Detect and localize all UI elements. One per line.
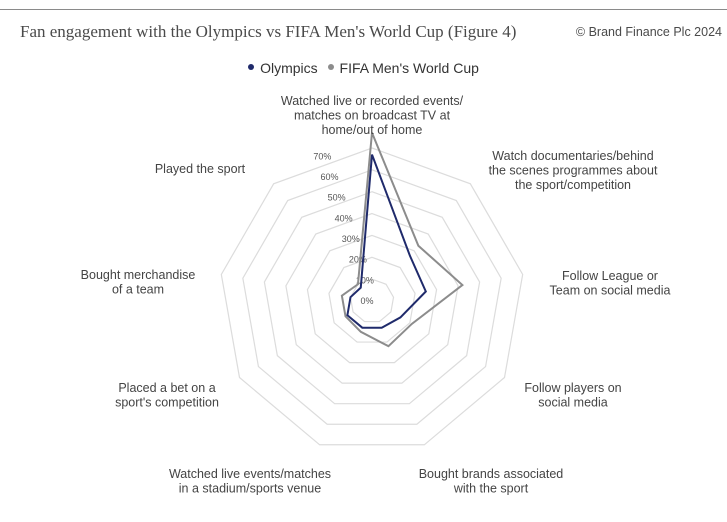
tick-label-2: 20% — [349, 255, 367, 265]
tick-label-1: 10% — [356, 275, 374, 285]
legend-item-fifa: FIFA Men's World Cup — [327, 60, 479, 76]
tick-label-5: 50% — [328, 193, 346, 203]
axis-label-1-line-0: Watch documentaries/behind — [492, 149, 653, 163]
axis-label-7-line-1: of a team — [112, 283, 164, 297]
axis-label-1-line-2: the sport/competition — [515, 178, 631, 192]
axis-label-4-line-0: Bought brands associated — [419, 467, 564, 481]
axis-label-5-line-1: in a stadium/sports venue — [179, 482, 321, 496]
copyright-text: © Brand Finance Plc 2024 — [575, 25, 722, 39]
axis-label-8-line-0: Played the sport — [155, 162, 246, 176]
axis-label-0-line-0: Watched live or recorded events/ — [281, 94, 464, 108]
series-line-fifa — [340, 132, 464, 348]
legend: Olympics FIFA Men's World Cup — [0, 60, 727, 76]
axis-label-3-line-1: social media — [538, 396, 608, 410]
axis-label-0-line-1: matches on broadcast TV at — [294, 109, 451, 123]
grid-ring-3 — [306, 234, 438, 364]
legend-dot-fifa — [327, 64, 334, 71]
grid-ring-4 — [285, 212, 459, 384]
axis-label-3-line-0: Follow players on — [524, 381, 621, 395]
legend-label-olympics: Olympics — [260, 60, 318, 76]
axis-label-6-line-0: Placed a bet on a — [118, 381, 215, 395]
tick-label-3: 30% — [342, 234, 360, 244]
axis-label-5-line-0: Watched live events/matches — [169, 467, 331, 481]
legend-dot-olympics — [248, 64, 255, 71]
axis-label-0-line-2: home/out of home — [322, 123, 423, 137]
tick-label-6: 60% — [320, 172, 338, 182]
legend-label-fifa: FIFA Men's World Cup — [339, 60, 479, 76]
axis-label-2-line-1: Team on social media — [550, 284, 671, 298]
chart-title: Fan engagement with the Olympics vs FIFA… — [20, 22, 517, 41]
tick-label-0: 0% — [360, 296, 373, 306]
axis-label-7-line-0: Bought merchandise — [81, 268, 196, 282]
series-line-olympics — [346, 154, 428, 329]
axis-label-2-line-0: Follow League or — [562, 269, 658, 283]
axis-label-1-line-1: the scenes programmes about — [489, 164, 658, 178]
axis-label-4-line-1: with the sport — [453, 482, 529, 496]
tick-label-4: 40% — [335, 213, 353, 223]
grid-ring-7 — [220, 147, 524, 446]
legend-item-olympics: Olympics — [248, 60, 318, 76]
grid-ring-2 — [328, 256, 416, 343]
header-rule — [0, 9, 727, 10]
grid-ring-1 — [349, 278, 395, 323]
axis-label-6-line-1: sport's competition — [115, 396, 219, 410]
axis-label-8: Played the sport — [155, 162, 246, 176]
tick-label-7: 70% — [313, 151, 331, 161]
grid-ring-6 — [242, 169, 502, 425]
grid-ring-5 — [263, 191, 481, 405]
axis-label-0: Watched live or recorded events/matches … — [281, 94, 464, 137]
